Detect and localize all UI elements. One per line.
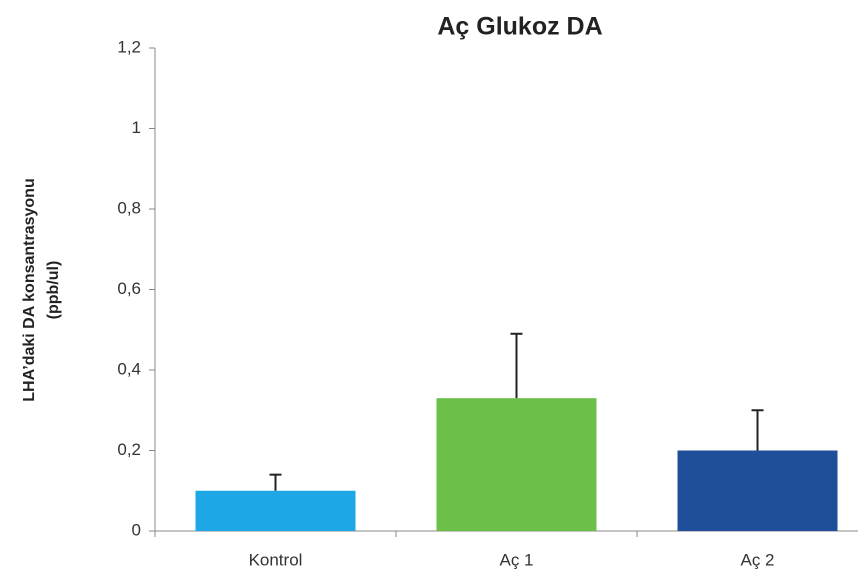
y-tick-label: 1,2	[117, 37, 141, 56]
y-tick-label: 0,8	[117, 198, 141, 217]
y-tick-label: 0,2	[117, 440, 141, 459]
y-tick-label: 0,4	[117, 359, 141, 378]
y-axis-label: LHA’daki DA konsantrasyonu (ppb/ul)	[21, 178, 62, 401]
x-tick-label: Aç 1	[499, 550, 533, 569]
bar	[677, 450, 838, 531]
bar	[436, 398, 597, 531]
y-axis-label-line: (ppb/ul)	[45, 261, 62, 320]
y-axis-label-line: LHA’daki DA konsantrasyonu	[21, 178, 38, 401]
x-tick-label: Aç 2	[740, 550, 774, 569]
bar	[195, 490, 356, 531]
chart-title: Aç Glukoz DA	[437, 13, 602, 41]
y-tick-label: 0,6	[117, 279, 141, 298]
y-tick-label: 1	[132, 118, 141, 137]
y-tick-label: 0	[132, 520, 141, 539]
x-tick-label: Kontrol	[249, 550, 303, 569]
